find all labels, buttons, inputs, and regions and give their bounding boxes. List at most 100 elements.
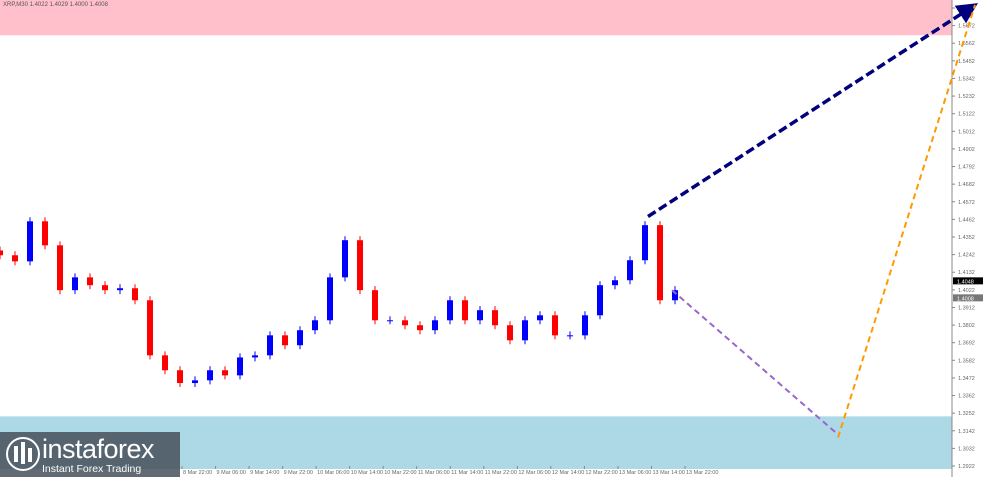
candle-body bbox=[642, 225, 648, 261]
candle-body bbox=[177, 370, 183, 384]
x-tick-label: 11 Mar 14:00 bbox=[451, 470, 483, 476]
y-tick-label: 1.5452 bbox=[958, 59, 975, 65]
candle-body bbox=[72, 277, 78, 291]
candle-body bbox=[117, 288, 123, 291]
candle-body bbox=[27, 221, 33, 262]
logo-brand: instaforex bbox=[42, 434, 155, 464]
price-label-bg bbox=[953, 294, 983, 302]
price-label: 1.4048 bbox=[957, 279, 974, 285]
candle-body bbox=[462, 300, 468, 321]
y-tick-label: 1.3032 bbox=[958, 446, 975, 452]
candle-body bbox=[342, 240, 348, 278]
y-tick-label: 1.5012 bbox=[958, 129, 975, 135]
candle-body bbox=[597, 285, 603, 316]
candle-body bbox=[102, 285, 108, 291]
logo-mark-icon bbox=[6, 437, 40, 471]
candle-body bbox=[297, 330, 303, 346]
candle-body bbox=[612, 280, 618, 286]
candle-body bbox=[162, 355, 168, 371]
x-tick-label: 10 Mar 14:00 bbox=[351, 470, 383, 476]
candle-body bbox=[672, 290, 678, 301]
candle-body bbox=[492, 310, 498, 326]
candle-body bbox=[12, 255, 18, 262]
candle-body bbox=[357, 240, 363, 291]
x-tick-label: 12 Mar 22:00 bbox=[585, 470, 617, 476]
candle-body bbox=[252, 355, 258, 358]
y-tick-label: 1.3472 bbox=[958, 376, 975, 382]
candle-body bbox=[582, 315, 588, 336]
candle-body bbox=[552, 315, 558, 336]
x-tick-label: 11 Mar 22:00 bbox=[485, 470, 517, 476]
candle-body bbox=[507, 325, 513, 341]
candle-body bbox=[387, 320, 393, 322]
candle-body bbox=[192, 380, 198, 384]
candle-body bbox=[222, 370, 228, 376]
y-tick-label: 1.5342 bbox=[958, 76, 975, 82]
y-tick-label: 1.3362 bbox=[958, 394, 975, 400]
x-tick-label: 8 Mar 22:00 bbox=[183, 470, 212, 476]
x-tick-label: 10 Mar 06:00 bbox=[317, 470, 349, 476]
resistance-zone bbox=[0, 0, 952, 36]
candle-body bbox=[522, 320, 528, 341]
candle-body bbox=[42, 221, 48, 246]
candle-body bbox=[402, 320, 408, 326]
y-tick-label: 1.4902 bbox=[958, 147, 975, 153]
y-tick-label: 1.4792 bbox=[958, 165, 975, 171]
x-tick-label: 13 Mar 14:00 bbox=[652, 470, 684, 476]
x-tick-label: 9 Mar 14:00 bbox=[250, 470, 279, 476]
forecast-arrow-correction bbox=[671, 289, 839, 436]
x-tick-label: 13 Mar 22:00 bbox=[686, 470, 718, 476]
candle-body bbox=[57, 245, 63, 291]
y-tick-label: 1.3252 bbox=[958, 411, 975, 417]
x-tick-label: 9 Mar 22:00 bbox=[284, 470, 313, 476]
price-label-bg bbox=[953, 277, 983, 285]
y-tick-label: 1.3692 bbox=[958, 341, 975, 347]
y-tick-label: 1.4462 bbox=[958, 217, 975, 223]
candle-body bbox=[567, 335, 573, 337]
logo-tagline: Instant Forex Trading bbox=[42, 463, 142, 475]
y-tick-label: 1.4352 bbox=[958, 235, 975, 241]
x-tick-label: 12 Mar 06:00 bbox=[518, 470, 550, 476]
candle-body bbox=[372, 290, 378, 321]
y-tick-label: 1.5672 bbox=[958, 24, 975, 30]
y-tick-label: 1.3582 bbox=[958, 358, 975, 364]
candle-body bbox=[657, 225, 663, 301]
candle-body bbox=[132, 288, 138, 301]
candle-body bbox=[327, 277, 333, 321]
y-tick-label: 1.2922 bbox=[958, 464, 975, 470]
y-tick-label: 1.5122 bbox=[958, 112, 975, 118]
y-tick-label: 1.4682 bbox=[958, 182, 975, 188]
y-tick-label: 1.4242 bbox=[958, 253, 975, 259]
candle-body bbox=[267, 335, 273, 356]
candle-body bbox=[0, 250, 3, 256]
candle-body bbox=[627, 260, 633, 281]
instaforex-logo: instaforex Instant Forex Trading bbox=[0, 432, 180, 477]
x-tick-label: 12 Mar 14:00 bbox=[552, 470, 584, 476]
candle-body bbox=[417, 325, 423, 331]
candle-body bbox=[312, 320, 318, 331]
y-tick-label: 1.5562 bbox=[958, 41, 975, 47]
y-tick-label: 1.3912 bbox=[958, 305, 975, 311]
candle-body bbox=[477, 310, 483, 321]
x-tick-label: 13 Mar 06:00 bbox=[619, 470, 651, 476]
y-tick-label: 1.4132 bbox=[958, 270, 975, 276]
candle-body bbox=[537, 315, 543, 321]
forecast-arrow-main bbox=[647, 3, 978, 218]
x-tick-label: 11 Mar 06:00 bbox=[418, 470, 450, 476]
symbol-info: XRP,M30 1.4022 1.4029 1.4000 1.4008 bbox=[3, 2, 108, 8]
x-tick-label: 9 Mar 06:00 bbox=[217, 470, 246, 476]
y-tick-label: 1.5232 bbox=[958, 94, 975, 100]
forecast-arrow-target bbox=[837, 4, 976, 438]
candle-body bbox=[432, 320, 438, 331]
candle-body bbox=[237, 357, 243, 376]
candle-body bbox=[282, 335, 288, 346]
candle-body bbox=[147, 300, 153, 356]
candle-body bbox=[447, 300, 453, 321]
x-tick-label: 10 Mar 22:00 bbox=[384, 470, 416, 476]
y-tick-label: 1.4022 bbox=[958, 288, 975, 294]
y-tick-label: 1.3802 bbox=[958, 323, 975, 329]
candle-body bbox=[87, 277, 93, 286]
y-tick-label: 1.4572 bbox=[958, 200, 975, 206]
y-tick-label: 1.3142 bbox=[958, 429, 975, 435]
